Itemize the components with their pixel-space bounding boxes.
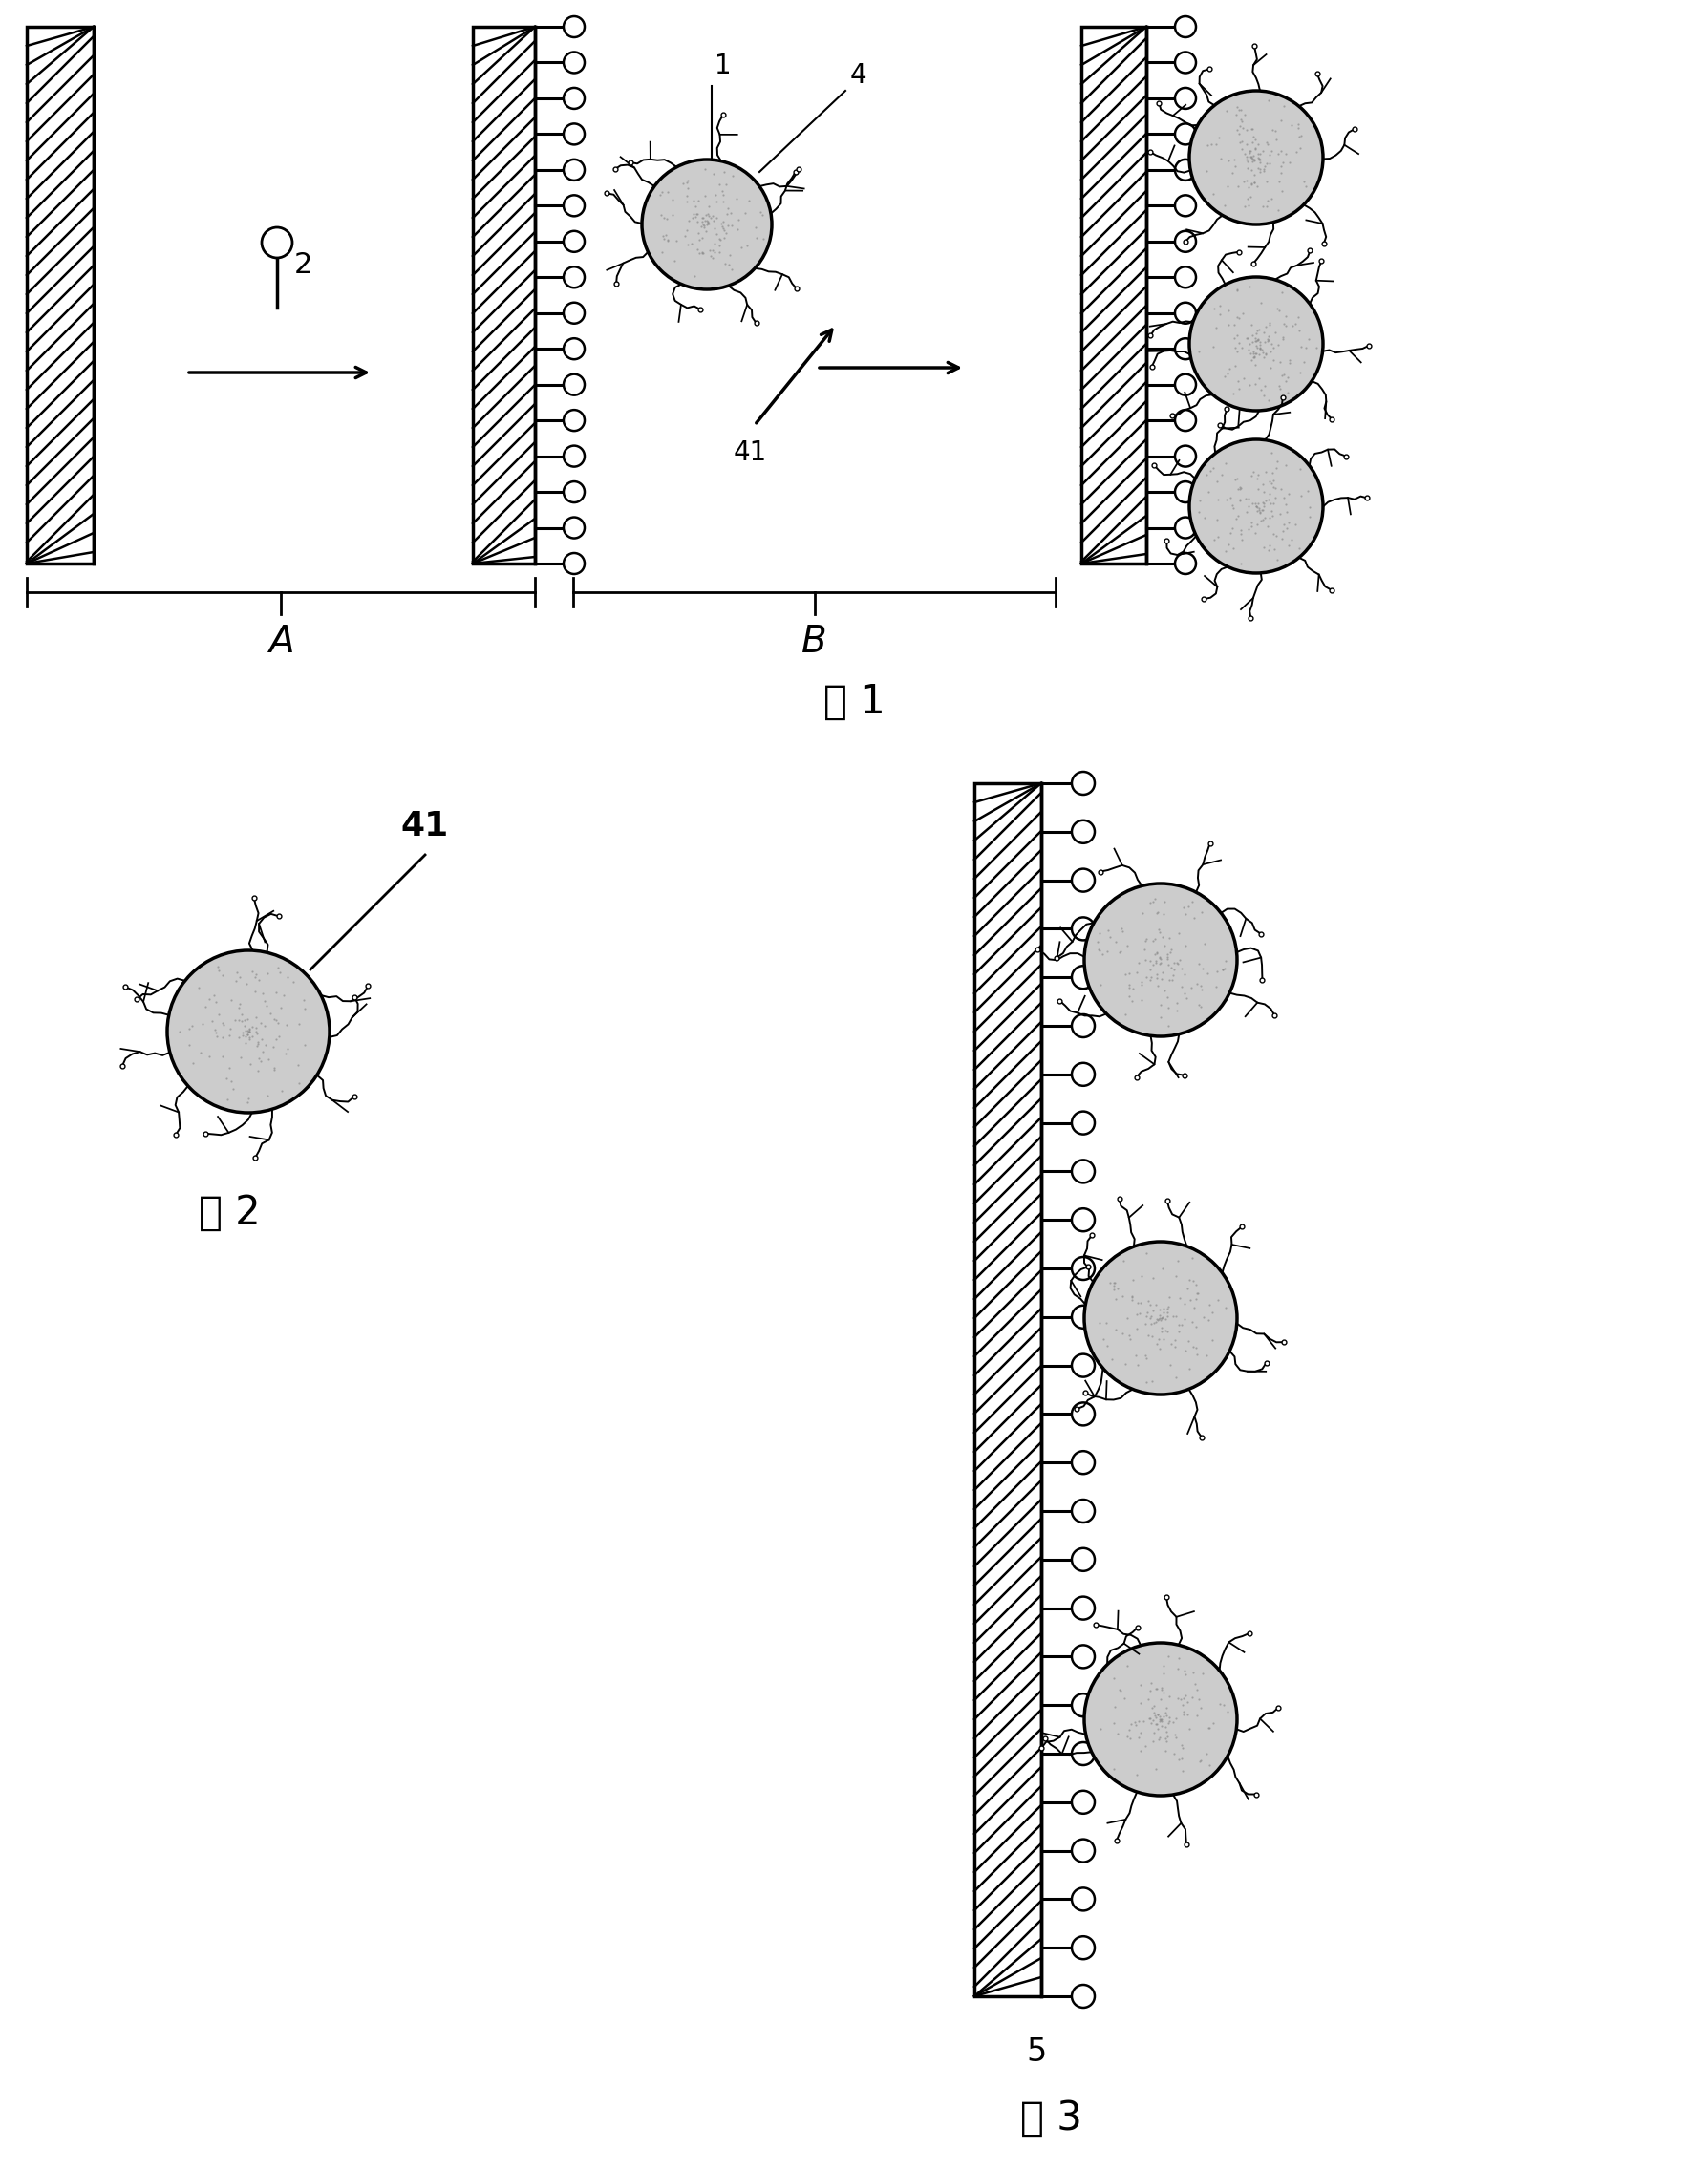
Circle shape — [564, 302, 584, 324]
Circle shape — [1175, 339, 1196, 358]
Bar — [974, 784, 1042, 1996]
Circle shape — [564, 517, 584, 539]
Circle shape — [1085, 1242, 1237, 1394]
Circle shape — [1073, 1451, 1095, 1475]
Circle shape — [1073, 967, 1095, 988]
Text: 图 1: 图 1 — [823, 682, 885, 721]
Text: 1: 1 — [714, 52, 731, 78]
Text: 2: 2 — [294, 252, 313, 280]
Circle shape — [1073, 1935, 1095, 1959]
Circle shape — [564, 339, 584, 358]
Text: B: B — [801, 623, 827, 660]
Circle shape — [1073, 869, 1095, 893]
Circle shape — [1175, 159, 1196, 180]
Circle shape — [1073, 1112, 1095, 1134]
Circle shape — [564, 374, 584, 395]
Circle shape — [1175, 374, 1196, 395]
Text: 41: 41 — [734, 439, 767, 467]
Circle shape — [1175, 517, 1196, 539]
Circle shape — [1073, 1840, 1095, 1861]
Circle shape — [1175, 52, 1196, 74]
Circle shape — [1175, 195, 1196, 217]
Text: 5: 5 — [1027, 2035, 1047, 2068]
Circle shape — [1175, 15, 1196, 37]
Circle shape — [1073, 1742, 1095, 1766]
Circle shape — [1085, 884, 1237, 1036]
Circle shape — [1175, 124, 1196, 146]
Circle shape — [1073, 1353, 1095, 1377]
Circle shape — [564, 52, 584, 74]
Circle shape — [1189, 278, 1324, 411]
Circle shape — [1175, 230, 1196, 252]
Circle shape — [1073, 1160, 1095, 1184]
Text: 图 2: 图 2 — [198, 1192, 260, 1234]
Text: 图 3: 图 3 — [1020, 2098, 1081, 2139]
Circle shape — [1073, 1062, 1095, 1086]
Circle shape — [1175, 302, 1196, 324]
Bar — [473, 26, 535, 563]
Circle shape — [1073, 1014, 1095, 1038]
Circle shape — [1073, 771, 1095, 795]
Circle shape — [1073, 1403, 1095, 1425]
Circle shape — [261, 228, 292, 258]
Circle shape — [1073, 1790, 1095, 1814]
Circle shape — [1189, 439, 1324, 573]
Circle shape — [1073, 1596, 1095, 1620]
Circle shape — [1073, 1499, 1095, 1523]
Circle shape — [1189, 91, 1324, 224]
Circle shape — [564, 230, 584, 252]
Circle shape — [1073, 1644, 1095, 1668]
Circle shape — [642, 159, 772, 289]
Circle shape — [1073, 1208, 1095, 1232]
Circle shape — [564, 124, 584, 146]
Text: A: A — [268, 623, 294, 660]
Circle shape — [564, 267, 584, 287]
Circle shape — [1073, 1694, 1095, 1716]
Circle shape — [1175, 482, 1196, 502]
Circle shape — [564, 159, 584, 180]
Circle shape — [564, 554, 584, 573]
Circle shape — [1073, 917, 1095, 940]
Bar — [27, 26, 94, 563]
Circle shape — [564, 15, 584, 37]
Circle shape — [564, 411, 584, 430]
Circle shape — [1175, 445, 1196, 467]
Circle shape — [564, 87, 584, 109]
Circle shape — [1073, 1305, 1095, 1329]
Circle shape — [1073, 1985, 1095, 2007]
Bar — [1081, 26, 1146, 563]
Circle shape — [1175, 411, 1196, 430]
Circle shape — [1085, 1642, 1237, 1796]
Circle shape — [167, 951, 330, 1112]
Text: 41: 41 — [401, 810, 449, 843]
Circle shape — [1073, 1887, 1095, 1911]
Circle shape — [1175, 267, 1196, 287]
Circle shape — [1073, 1258, 1095, 1279]
Circle shape — [1073, 821, 1095, 843]
Circle shape — [564, 195, 584, 217]
Text: 4: 4 — [851, 63, 868, 89]
Circle shape — [1175, 87, 1196, 109]
Circle shape — [1175, 554, 1196, 573]
Circle shape — [564, 445, 584, 467]
Circle shape — [564, 482, 584, 502]
Circle shape — [1073, 1549, 1095, 1570]
